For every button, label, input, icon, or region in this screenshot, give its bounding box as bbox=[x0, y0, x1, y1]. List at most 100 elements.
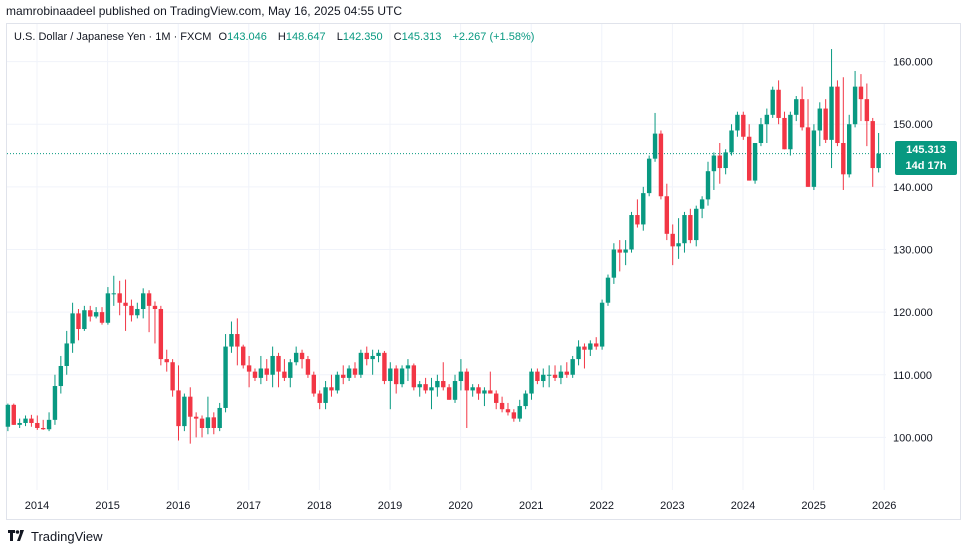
candle[interactable] bbox=[505, 402, 511, 416]
candle[interactable] bbox=[176, 365, 181, 441]
candle[interactable] bbox=[105, 287, 111, 325]
candle[interactable] bbox=[40, 419, 46, 430]
candle[interactable] bbox=[476, 384, 481, 400]
candle[interactable] bbox=[323, 381, 328, 410]
candle[interactable] bbox=[541, 368, 546, 388]
candle[interactable] bbox=[723, 149, 728, 175]
candle[interactable] bbox=[411, 363, 417, 391]
candle[interactable] bbox=[129, 299, 134, 322]
candle[interactable] bbox=[811, 124, 817, 190]
candle[interactable] bbox=[664, 183, 670, 241]
candle[interactable] bbox=[764, 108, 770, 144]
candle[interactable] bbox=[729, 124, 734, 156]
candle[interactable] bbox=[229, 321, 234, 353]
candle[interactable] bbox=[623, 240, 628, 266]
symbol-legend[interactable]: U.S. Dollar / Japanese Yen · 1M · FXCM O… bbox=[14, 31, 538, 43]
candle[interactable] bbox=[605, 274, 611, 306]
candle[interactable] bbox=[146, 290, 152, 333]
candle[interactable] bbox=[335, 371, 340, 394]
candle[interactable] bbox=[317, 390, 322, 410]
candle[interactable] bbox=[58, 355, 64, 394]
candle[interactable] bbox=[529, 368, 534, 400]
candle[interactable] bbox=[741, 111, 746, 140]
candle[interactable] bbox=[23, 415, 28, 427]
candle[interactable] bbox=[770, 86, 775, 118]
candle[interactable] bbox=[152, 301, 158, 344]
candle[interactable] bbox=[464, 368, 469, 428]
candle[interactable] bbox=[82, 305, 87, 331]
candle[interactable] bbox=[852, 70, 858, 128]
candle[interactable] bbox=[52, 374, 58, 425]
candle[interactable] bbox=[758, 117, 764, 147]
candle[interactable] bbox=[364, 346, 369, 366]
candle[interactable] bbox=[88, 305, 93, 322]
candle[interactable] bbox=[276, 352, 281, 388]
candle[interactable] bbox=[405, 359, 411, 382]
candle[interactable] bbox=[752, 143, 758, 184]
candle[interactable] bbox=[611, 243, 617, 284]
candle[interactable] bbox=[423, 377, 428, 394]
candle[interactable] bbox=[93, 307, 99, 319]
candle[interactable] bbox=[382, 350, 387, 385]
candle[interactable] bbox=[558, 365, 564, 385]
candle[interactable] bbox=[646, 155, 652, 197]
candle[interactable] bbox=[588, 340, 593, 356]
candle[interactable] bbox=[482, 387, 487, 407]
candle[interactable] bbox=[123, 279, 128, 331]
candle[interactable] bbox=[599, 299, 605, 350]
candle[interactable] bbox=[746, 124, 752, 181]
candle[interactable] bbox=[329, 374, 334, 397]
candle[interactable] bbox=[182, 393, 187, 432]
candle[interactable] bbox=[376, 349, 381, 363]
candle[interactable] bbox=[441, 362, 446, 391]
candle[interactable] bbox=[76, 308, 81, 341]
candle[interactable] bbox=[199, 415, 205, 438]
candle[interactable] bbox=[617, 240, 622, 272]
candle[interactable] bbox=[141, 288, 146, 319]
candle[interactable] bbox=[270, 346, 275, 388]
candle[interactable] bbox=[829, 49, 834, 169]
candle[interactable] bbox=[17, 418, 22, 428]
candle[interactable] bbox=[393, 365, 399, 394]
candle[interactable] bbox=[499, 396, 505, 413]
candle[interactable] bbox=[417, 381, 422, 397]
candle[interactable] bbox=[458, 359, 464, 391]
candle[interactable] bbox=[288, 359, 293, 388]
candle[interactable] bbox=[694, 205, 699, 247]
candle[interactable] bbox=[870, 117, 875, 187]
candle[interactable] bbox=[170, 359, 175, 397]
candle[interactable] bbox=[99, 307, 105, 325]
candle[interactable] bbox=[282, 359, 287, 382]
candle[interactable] bbox=[670, 224, 675, 266]
candle[interactable] bbox=[35, 415, 40, 430]
chart-frame[interactable] bbox=[6, 23, 961, 520]
candle[interactable] bbox=[64, 330, 69, 375]
candle[interactable] bbox=[258, 355, 264, 385]
candle[interactable] bbox=[435, 374, 440, 397]
candle[interactable] bbox=[193, 412, 199, 438]
candle[interactable] bbox=[688, 208, 693, 244]
candle[interactable] bbox=[117, 280, 122, 316]
candle[interactable] bbox=[517, 399, 522, 422]
symbol-title[interactable]: U.S. Dollar / Japanese Yen · 1M · FXCM bbox=[14, 31, 212, 43]
candle[interactable] bbox=[876, 132, 881, 173]
candle[interactable] bbox=[817, 102, 822, 147]
candle[interactable] bbox=[341, 365, 346, 385]
candle[interactable] bbox=[805, 99, 811, 187]
candle[interactable] bbox=[799, 86, 805, 131]
candle[interactable] bbox=[135, 302, 140, 319]
candle[interactable] bbox=[70, 302, 75, 353]
candle[interactable] bbox=[223, 334, 228, 413]
candle[interactable] bbox=[641, 186, 646, 231]
candle[interactable] bbox=[235, 318, 240, 366]
candle[interactable] bbox=[11, 403, 16, 425]
candle[interactable] bbox=[652, 112, 658, 162]
candle[interactable] bbox=[535, 368, 540, 385]
tradingview-footer[interactable]: TradingView bbox=[8, 529, 103, 544]
candle[interactable] bbox=[346, 365, 352, 382]
candle[interactable] bbox=[358, 349, 364, 378]
candle[interactable] bbox=[158, 305, 164, 366]
candle[interactable] bbox=[5, 403, 11, 432]
candle[interactable] bbox=[858, 74, 864, 122]
